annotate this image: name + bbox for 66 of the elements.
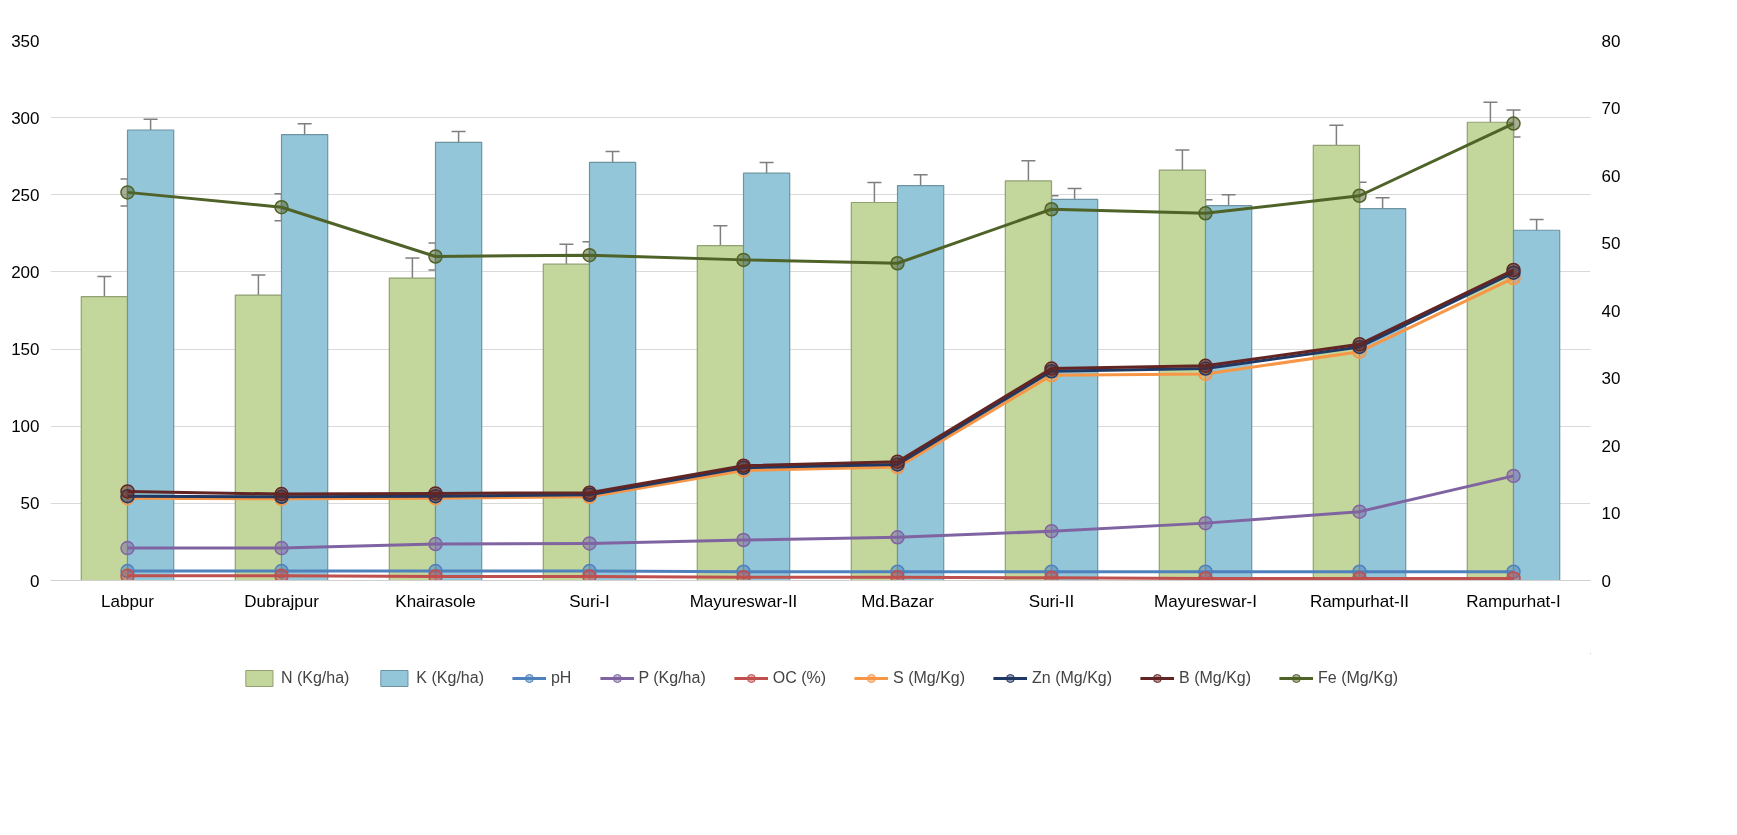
point [428,569,443,581]
bar [1050,198,1099,581]
point [1044,202,1059,217]
point [736,252,751,268]
point [274,199,289,215]
point [890,256,905,271]
bar [388,277,437,581]
x-tick-label: Dubrajpur [244,591,320,611]
point [582,569,597,581]
point [120,568,135,581]
bar [896,184,945,581]
y2-tick-label: 0 [1601,571,1611,591]
point [120,185,135,200]
legend-label: OC (%) [772,669,827,687]
bar [542,263,591,581]
y-tick-label: 300 [11,108,40,128]
bar [80,296,129,581]
bar [280,134,329,581]
x-tick-label: Rampurhat-II [1309,591,1410,611]
y2-tick-label: 50 [1601,234,1621,253]
y2-tick-label: 40 [1601,301,1621,321]
bar [696,245,745,581]
y2-tick-label: 20 [1601,436,1621,456]
bar [126,129,175,581]
point [1198,206,1213,221]
legend-label: P (Kg/ha) [638,669,706,687]
y-tick-label: 350 [11,31,40,51]
y2-tick-label: 30 [1601,369,1621,388]
y-tick-label: 50 [20,494,40,514]
y-tick-label: 250 [11,185,40,205]
y2-tick-label: 60 [1601,166,1621,186]
x-tick-label: Md.Bazar [861,591,935,611]
y2-tick-label: 70 [1601,99,1621,118]
legend-label: Fe (Mg/Kg) [1318,669,1399,687]
x-tick-label: Mayureswar-I [1154,591,1257,611]
legend-label: N (Kg/ha) [280,669,350,687]
y2-tick-label: 80 [1601,31,1621,51]
bar [434,141,483,581]
y-tick-label: 150 [11,340,40,360]
point [1352,188,1367,203]
legend-label: B (Mg/Kg) [1179,669,1252,687]
x-tick-label: Khairasole [395,591,476,611]
y-tick-label: 200 [11,262,40,282]
bar [1004,180,1053,581]
point [890,569,905,581]
legend-label: S (Mg/Kg) [893,669,966,687]
legend-label: pH [550,669,572,687]
point [736,569,751,581]
point [582,247,597,263]
x-tick-label: Suri-I [569,591,610,611]
bar [588,161,637,581]
point [1506,116,1521,131]
point [428,249,443,264]
bar [850,201,899,581]
x-tick-label: Labpur [101,591,155,611]
y-tick-label: 100 [11,417,40,437]
y-tick-label: 0 [30,571,40,591]
y2-tick-label: 10 [1601,504,1621,523]
legend-label: K (Kg/ha) [416,669,484,687]
x-tick-label: Suri-II [1028,591,1075,611]
point [274,568,289,581]
bar [1512,229,1561,581]
x-tick-label: Rampurhat-I [1466,591,1561,611]
x-tick-label: Mayureswar-II [689,591,798,611]
bar [742,172,791,581]
legend-label: Zn (Mg/Kg) [1032,669,1113,687]
